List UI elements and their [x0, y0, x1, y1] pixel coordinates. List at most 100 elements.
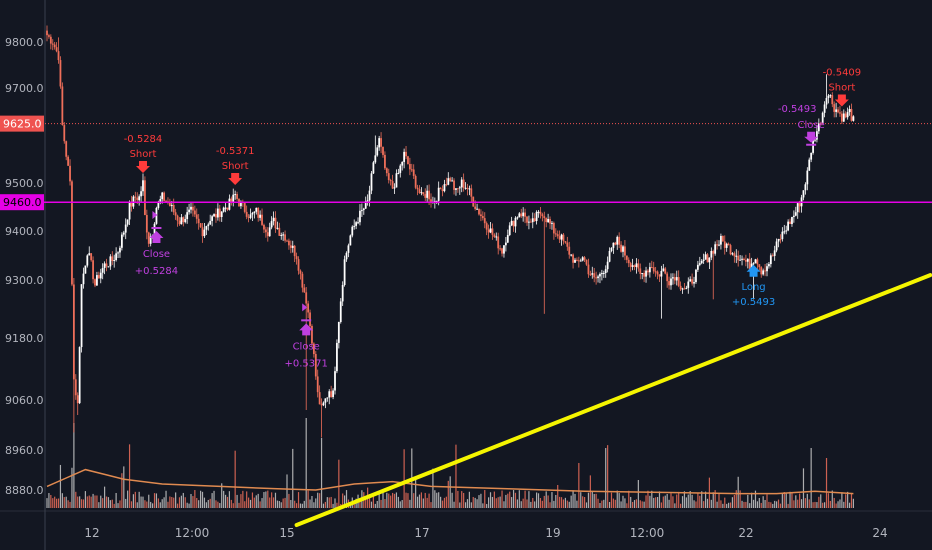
volume-bar	[157, 498, 159, 508]
candle-body	[380, 138, 382, 147]
candle-body	[689, 279, 692, 282]
candle-body	[829, 95, 832, 97]
candle-body	[193, 210, 196, 215]
volume-bar	[777, 499, 780, 508]
volume-bar	[146, 501, 148, 508]
volume-bar	[693, 500, 695, 508]
candle-body	[752, 263, 755, 265]
volume-bar	[251, 492, 254, 508]
candle-body	[731, 253, 734, 255]
candle-body	[360, 210, 363, 212]
volume-bar	[305, 418, 307, 508]
volume-bar	[230, 499, 232, 508]
volume-bar	[134, 491, 136, 508]
candle-body	[224, 207, 227, 209]
close-label: Close	[293, 341, 320, 352]
volume-bar	[649, 495, 651, 508]
candle-body	[552, 222, 555, 234]
volume-bar	[641, 501, 643, 508]
volume-bar	[587, 492, 590, 508]
volume-bar	[121, 473, 123, 508]
volume-bar	[685, 497, 687, 508]
candle-body	[531, 218, 534, 223]
candle-body	[389, 180, 392, 182]
close-value: -0.5493	[778, 104, 817, 115]
volume-bar	[261, 498, 263, 508]
volume-bar	[622, 495, 624, 508]
candle-body	[345, 252, 348, 260]
volume-bar	[286, 474, 288, 508]
candle-body	[192, 206, 194, 211]
volume-bar	[324, 501, 326, 508]
candle-body	[88, 253, 91, 256]
candle-body	[372, 162, 375, 174]
candle-body	[806, 170, 809, 185]
volume-bar	[459, 502, 461, 508]
short-label: Short	[130, 149, 157, 160]
volume-bar	[443, 497, 446, 508]
candle-body	[255, 207, 258, 212]
candle-body	[821, 112, 824, 124]
candle-body	[253, 211, 256, 213]
volume-bar	[691, 494, 693, 508]
long-arrow-icon	[746, 264, 761, 277]
volume-bar	[486, 503, 488, 508]
candle-body	[395, 173, 398, 188]
volume-bar	[804, 498, 806, 508]
candle-body	[802, 190, 805, 198]
volume-bar	[789, 491, 791, 508]
candle-body	[349, 235, 352, 246]
volume-bar	[194, 490, 196, 508]
candle-body	[376, 147, 379, 156]
volume-bar	[311, 496, 313, 508]
volume-bar	[284, 497, 286, 508]
candle-body	[426, 190, 429, 198]
candle-body	[337, 322, 340, 343]
candle-body	[251, 212, 254, 215]
candle-body	[76, 395, 79, 404]
volume-bar	[781, 493, 783, 508]
volume-bar	[211, 493, 213, 508]
volume-bar	[635, 499, 638, 508]
candle-body	[293, 245, 296, 257]
volume-bar	[182, 492, 184, 508]
candle-body	[520, 213, 523, 217]
volume-bar	[551, 492, 553, 508]
candle-body	[188, 209, 190, 213]
volume-bar	[651, 490, 653, 508]
candle-body	[848, 108, 851, 113]
volume-bar	[703, 501, 705, 508]
volume-bar	[92, 493, 94, 508]
candle-body	[789, 221, 791, 224]
close-value: +0.5371	[285, 358, 328, 369]
volume-bar	[63, 497, 65, 508]
candle-body	[55, 47, 58, 52]
candle-body	[777, 238, 780, 242]
candle-body	[489, 228, 492, 233]
volume-bar	[564, 497, 566, 508]
candle-body	[687, 281, 690, 288]
candle-body	[616, 236, 619, 245]
candle-body	[781, 231, 784, 240]
volume-bar	[541, 500, 543, 508]
volume-bar	[810, 448, 812, 508]
volume-bar	[488, 497, 490, 508]
volume-bar	[464, 502, 467, 508]
close-arrow-icon	[149, 231, 164, 243]
volume-bar	[390, 495, 392, 508]
candle-body	[604, 269, 607, 274]
volume-bar	[184, 497, 186, 508]
volume-bar	[547, 495, 549, 508]
candle-body	[424, 194, 427, 198]
candle-body	[314, 354, 317, 377]
current-price-tag	[0, 115, 44, 132]
candle-body	[577, 260, 580, 262]
volume-bar	[440, 496, 442, 508]
candle-body	[620, 244, 622, 252]
volume-bar	[107, 497, 110, 508]
volume-bar	[56, 498, 58, 508]
candle-body	[739, 259, 742, 261]
volume-bar	[416, 496, 419, 508]
volume-bar	[674, 503, 676, 508]
